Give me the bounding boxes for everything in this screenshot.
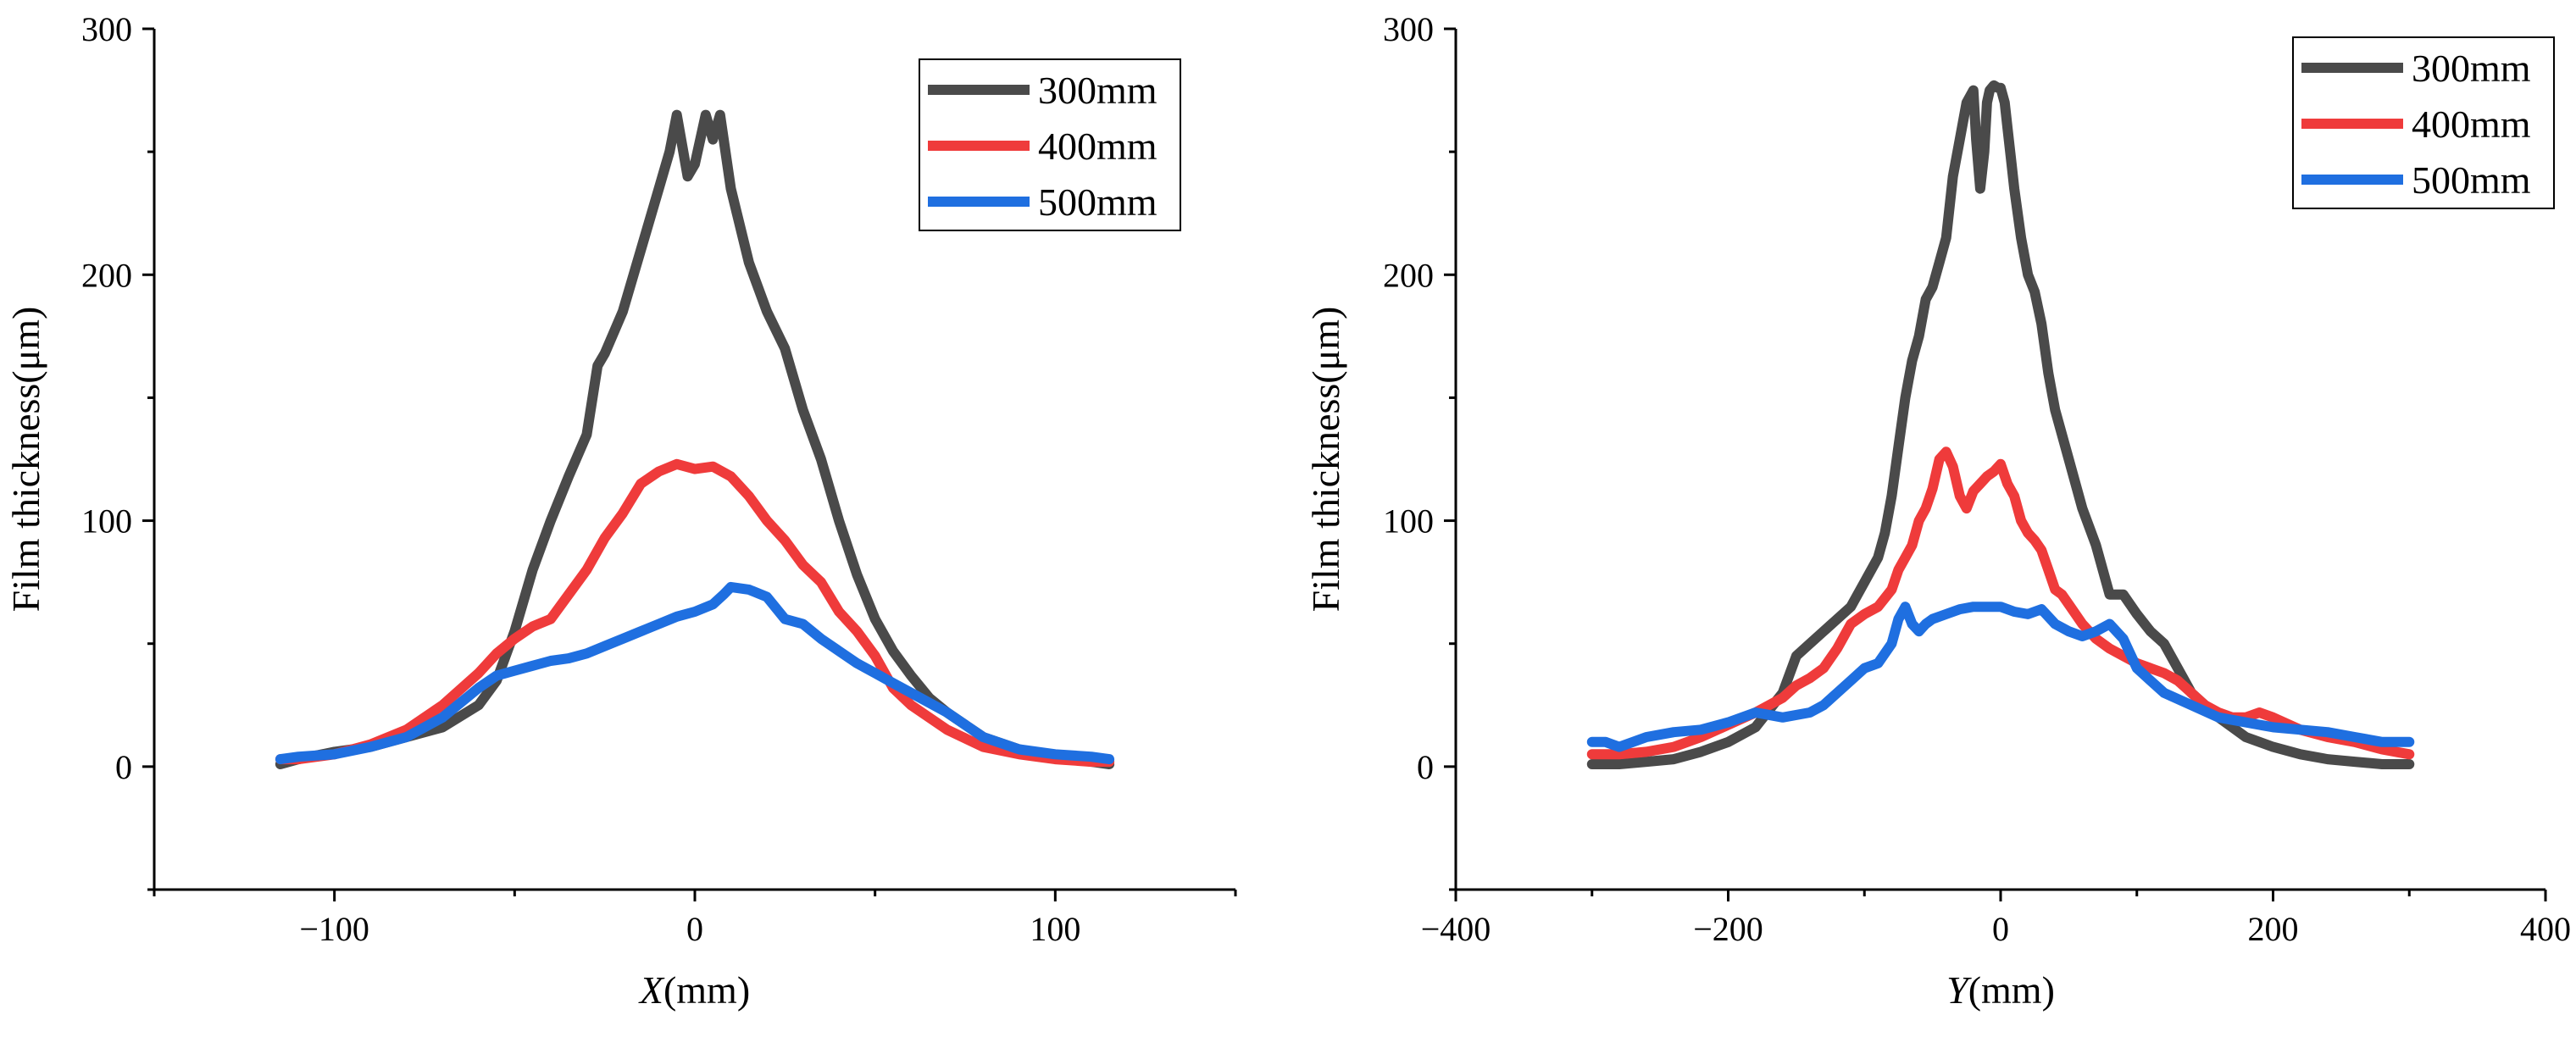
right-y-tick-label: 100 — [1383, 502, 1434, 541]
left-y-tick-label: 300 — [81, 10, 132, 48]
left-series-line-400mm — [275, 458, 1115, 768]
right-y-tick-label: 200 — [1383, 256, 1434, 294]
left-legend-label-300mm: 300mm — [1038, 69, 1158, 112]
right-series-line-300mm — [1586, 80, 2415, 769]
left-series-line-500mm — [275, 581, 1115, 765]
right-y-axis-title: Film thickness(μm) — [1304, 307, 1347, 613]
right-x-tick-label: 200 — [2248, 910, 2299, 948]
right-x-tick-label: −200 — [1693, 910, 1763, 948]
right-y-tick-label: 0 — [1417, 748, 1434, 786]
left-x-tick-label: 100 — [1030, 910, 1080, 948]
left-legend-label-400mm: 400mm — [1038, 125, 1158, 168]
right-x-axis-title: Y(mm) — [1946, 968, 2055, 1012]
right-legend-label-400mm: 400mm — [2412, 103, 2531, 146]
left-legend-label-500mm: 500mm — [1038, 180, 1158, 224]
right-legend-label-500mm: 500mm — [2412, 158, 2531, 202]
right-x-tick-label: 400 — [2520, 910, 2571, 948]
right-legend-label-300mm: 300mm — [2412, 47, 2531, 90]
right-x-tick-label: 0 — [1992, 910, 2009, 948]
right-x-tick-label: −400 — [1421, 910, 1491, 948]
left-legend: 300mm 400mm 500mm — [919, 58, 1181, 231]
left-x-axis-title: X(mm) — [638, 968, 750, 1012]
left-x-tick-label: 0 — [686, 910, 703, 948]
right-y-tick-label: 300 — [1383, 10, 1434, 48]
left-y-tick-label: 100 — [81, 502, 132, 541]
right-legend: 300mm 400mm 500mm — [2292, 36, 2555, 209]
right-chart-y-profile: 0 100 200 300 −400 −200 0 200 400 Y(mm) Film thick… — [1304, 10, 2571, 1012]
right-series-line-500mm — [1586, 602, 2415, 752]
left-y-axis-title: Film thickness(μm) — [4, 307, 47, 613]
left-chart-x-profile: 0 100 200 300 −100 0 100 X(mm) Film thickness(μm… — [4, 10, 1237, 1012]
left-y-tick-label: 200 — [81, 256, 132, 294]
left-x-tick-label: −100 — [299, 910, 369, 948]
right-series-line-400mm — [1586, 446, 2415, 760]
left-y-tick-label: 0 — [115, 748, 132, 786]
